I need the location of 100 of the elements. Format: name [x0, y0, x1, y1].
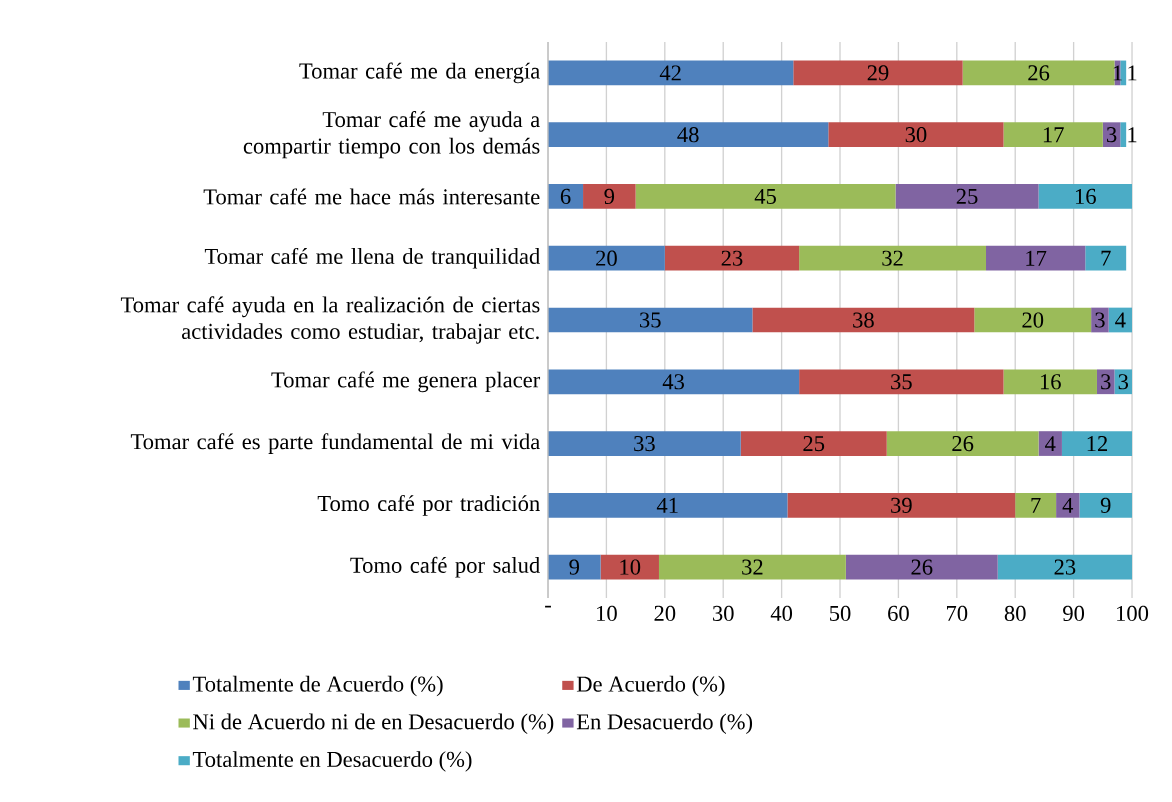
data-label: 26 — [952, 435, 974, 452]
data-label: 20 — [596, 250, 617, 266]
bar — [787, 492, 1016, 518]
data-label: 17 — [1026, 250, 1047, 266]
data-label: 9 — [569, 559, 580, 575]
legend-label: Totalmente en Desacuerdo (%) — [192, 751, 472, 772]
data-label: 20 — [1022, 312, 1044, 328]
bar — [895, 184, 1039, 209]
x-tick-label: 100 — [1117, 605, 1149, 622]
y-tick-label: Tomar café me genera placer — [271, 371, 541, 393]
bar — [986, 245, 1086, 271]
data-label: 4 — [1045, 436, 1056, 451]
data-label: 3 — [1118, 374, 1129, 390]
bar — [1003, 122, 1103, 148]
bar — [1114, 369, 1133, 395]
bar — [1061, 431, 1133, 456]
data-label: 25 — [803, 435, 825, 452]
y-tick-label: Tomo café por salud — [350, 556, 540, 578]
data-label: 7 — [1101, 250, 1111, 266]
data-label: 17 — [1043, 127, 1064, 143]
data-label: 26 — [911, 559, 933, 575]
bar — [1056, 492, 1080, 518]
x-tick-label: 30 — [713, 605, 734, 622]
bar — [548, 492, 788, 518]
data-label: 12 — [1087, 436, 1108, 452]
data-label: 3 — [1107, 127, 1117, 143]
legend-label: En Desacuerdo (%) — [576, 713, 753, 734]
data-label: 3 — [1101, 374, 1111, 390]
y-tick-label: Tomo café por tradición — [317, 494, 540, 516]
bar — [1091, 307, 1109, 333]
x-tick-label: 60 — [888, 605, 909, 622]
bar — [1120, 122, 1127, 148]
data-label: 43 — [662, 374, 684, 390]
data-label: 1 — [1128, 127, 1137, 143]
bar — [997, 554, 1133, 580]
bar — [1015, 492, 1057, 518]
data-label: 35 — [891, 374, 912, 390]
bar — [1085, 245, 1127, 271]
data-label: 4 — [1062, 497, 1074, 513]
bar — [799, 245, 987, 271]
x-tick-label: 50 — [830, 605, 851, 622]
bar — [886, 431, 1039, 456]
y-tick-label: Tomar café ayuda en la realización de ciertas actividades como estudiar, trabajar etc. — [120, 296, 540, 344]
data-label: 32 — [882, 250, 903, 266]
bar — [1038, 431, 1062, 456]
data-label: 48 — [677, 127, 699, 143]
y-tick-label: Tomar café me llena de tranquilidad — [204, 247, 540, 269]
data-label: 32 — [742, 559, 763, 575]
legend-label: Totalmente de Acuerdo (%) — [192, 675, 443, 697]
data-label: 38 — [853, 312, 874, 328]
data-label: 1 — [1113, 65, 1122, 81]
bar — [664, 245, 800, 271]
bar — [740, 431, 887, 456]
data-label: 10 — [620, 559, 641, 575]
y-tick-label: Tomar café me hace más interesante — [203, 188, 540, 205]
bar — [600, 554, 659, 580]
data-label: 7 — [1031, 497, 1041, 513]
bar — [548, 369, 800, 395]
bar — [1003, 369, 1097, 395]
data-label: 1 — [1128, 65, 1137, 81]
bar — [583, 184, 636, 209]
data-label: 35 — [640, 312, 661, 328]
x-tick-label: - — [545, 605, 551, 608]
data-label: 29 — [867, 65, 889, 81]
bar — [1038, 184, 1133, 209]
data-label: 26 — [1028, 65, 1050, 81]
bar — [1120, 60, 1127, 86]
bar — [548, 554, 601, 580]
legend-label: De Acuerdo (%) — [576, 675, 725, 697]
data-label: 16 — [1075, 188, 1096, 205]
data-label: 33 — [634, 435, 655, 452]
bar — [1079, 492, 1133, 518]
data-label: 9 — [1100, 497, 1111, 513]
data-label: 41 — [656, 497, 678, 513]
y-tick-label: Tomar café es parte fundamental de mi vida — [130, 433, 540, 454]
x-tick-label: 40 — [770, 605, 793, 622]
data-label: 6 — [560, 188, 571, 205]
data-label: 42 — [659, 65, 681, 81]
x-tick-label: 80 — [1004, 605, 1026, 622]
data-label: 23 — [721, 250, 743, 266]
bar — [962, 60, 1115, 86]
bar — [548, 431, 741, 456]
y-tick-label: Tomar café me ayuda a compartir tiempo con los demás — [243, 111, 540, 159]
data-label: 30 — [905, 127, 927, 143]
bar — [799, 369, 1004, 395]
data-label: 3 — [1095, 312, 1105, 328]
data-label: 25 — [956, 188, 978, 205]
bar — [635, 184, 896, 209]
bar — [548, 245, 665, 271]
data-label: 23 — [1054, 559, 1076, 575]
bar — [548, 122, 829, 148]
x-tick-label: 90 — [1063, 605, 1085, 622]
bar — [752, 307, 975, 333]
data-label: 39 — [891, 497, 912, 513]
x-tick-label: 10 — [597, 605, 617, 622]
bar — [548, 60, 794, 86]
bar — [845, 554, 998, 580]
bar — [658, 554, 846, 580]
legend-label: Ni de Acuerdo ni de en Desacuerdo (%) — [193, 713, 554, 734]
bar — [548, 307, 753, 333]
